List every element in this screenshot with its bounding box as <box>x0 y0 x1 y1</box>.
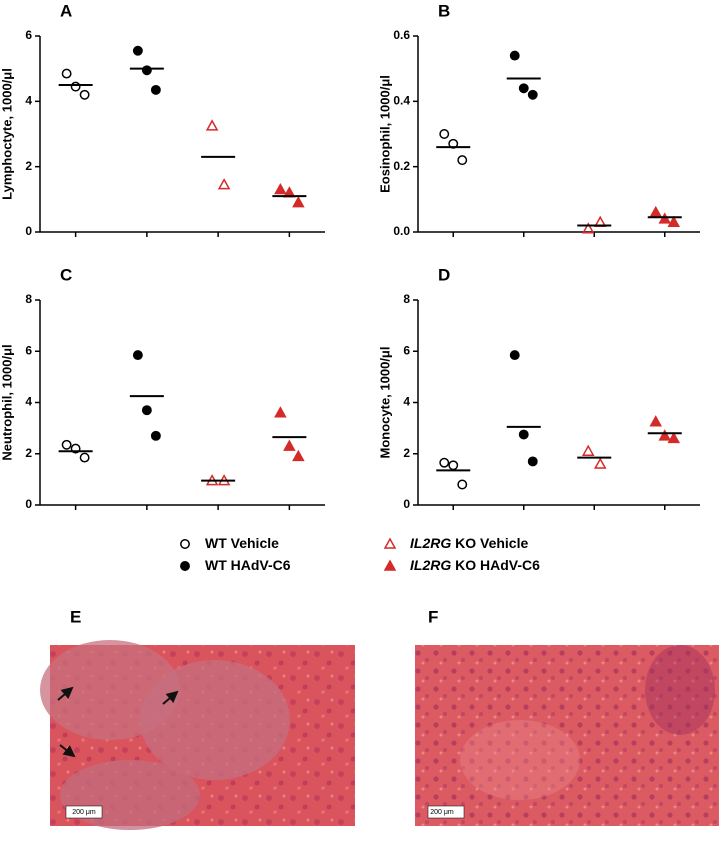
data-point <box>79 89 90 100</box>
data-point <box>649 415 663 427</box>
data-point <box>518 429 529 440</box>
panel-letter: C <box>60 265 72 284</box>
y-tick-label: 0.4 <box>393 94 410 108</box>
y-tick-label: 2 <box>25 159 32 173</box>
data-point <box>79 452 90 463</box>
y-tick-label: 0.0 <box>393 224 410 238</box>
scale-bar-label: 200 μm <box>72 809 96 816</box>
data-point <box>132 350 143 361</box>
data-point <box>448 460 459 471</box>
y-tick-label: 0.6 <box>393 28 410 42</box>
data-point <box>581 444 595 456</box>
legend-marker <box>383 537 397 549</box>
y-axis-label: Monocyte, 1000/μl <box>377 347 392 459</box>
y-tick-label: 4 <box>403 395 410 409</box>
y-tick-label: 6 <box>403 343 410 357</box>
legend-marker <box>383 559 397 571</box>
y-tick-label: 0.2 <box>393 159 410 173</box>
data-point <box>509 50 520 61</box>
y-tick-label: 4 <box>25 94 32 108</box>
data-point <box>593 457 607 469</box>
data-point <box>527 89 538 100</box>
y-tick-label: 4 <box>25 395 32 409</box>
data-point <box>217 178 231 190</box>
data-point <box>439 129 450 139</box>
y-tick-label: 0 <box>25 224 32 238</box>
legend-name: WT Vehicle <box>205 535 279 551</box>
data-point <box>658 429 672 441</box>
y-tick-label: 8 <box>25 292 32 306</box>
scale-bar-label: 200 μm <box>430 809 454 816</box>
y-tick-label: 0 <box>25 497 32 511</box>
y-tick-label: 6 <box>25 28 32 42</box>
legend-gene: IL2RG <box>410 557 451 573</box>
data-point <box>667 431 681 444</box>
y-axis-label: Lymphoctyte, 1000/μl <box>0 68 14 200</box>
legend-gene: IL2RG <box>410 535 451 551</box>
data-point <box>150 84 161 95</box>
data-point <box>70 81 81 92</box>
data-point <box>527 456 538 467</box>
data-point <box>457 479 468 490</box>
data-point <box>141 65 152 76</box>
data-point <box>132 45 143 56</box>
data-point <box>283 439 296 451</box>
data-point <box>141 405 152 416</box>
legend-label: IL2RG KO Vehicle <box>410 535 528 551</box>
data-point <box>518 83 529 94</box>
data-point <box>61 439 72 450</box>
y-tick-label: 0 <box>403 497 410 511</box>
legend-name: WT HAdV-C6 <box>205 557 291 573</box>
data-point <box>274 406 287 418</box>
histology-f <box>415 645 719 826</box>
y-axis-label: Eosinophil, 1000/μl <box>377 75 392 193</box>
data-point <box>292 196 305 208</box>
histology-e <box>40 640 355 830</box>
data-point <box>61 68 72 79</box>
panel-letter: F <box>428 607 438 626</box>
y-axis-label: Neutrophil, 1000/μl <box>0 344 14 460</box>
data-point <box>667 215 681 227</box>
legend-marker <box>180 539 190 549</box>
panel-letter: D <box>438 265 450 284</box>
y-tick-label: 6 <box>25 343 32 357</box>
legend-label: IL2RG KO HAdV-C6 <box>410 557 540 573</box>
data-point <box>457 155 468 166</box>
panel-letter: B <box>438 1 450 20</box>
panel-letter: A <box>60 1 72 20</box>
y-tick-label: 2 <box>25 446 32 460</box>
data-point <box>274 182 287 195</box>
legend-name: KO Vehicle <box>455 535 528 551</box>
data-point <box>658 212 672 224</box>
data-point <box>292 449 305 462</box>
data-point <box>205 119 219 131</box>
y-tick-label: 8 <box>403 292 410 306</box>
data-point <box>439 457 450 468</box>
data-point <box>70 443 81 454</box>
data-point <box>150 430 161 441</box>
panel-letter: E <box>70 607 81 626</box>
data-point <box>581 222 595 234</box>
y-tick-label: 2 <box>403 446 410 460</box>
data-point <box>649 205 663 218</box>
legend-marker <box>180 561 190 571</box>
legend-label: WT Vehicle <box>205 535 279 551</box>
legend-name: KO HAdV-C6 <box>455 557 540 573</box>
legend-label: WT HAdV-C6 <box>205 557 291 573</box>
data-point <box>509 350 520 361</box>
